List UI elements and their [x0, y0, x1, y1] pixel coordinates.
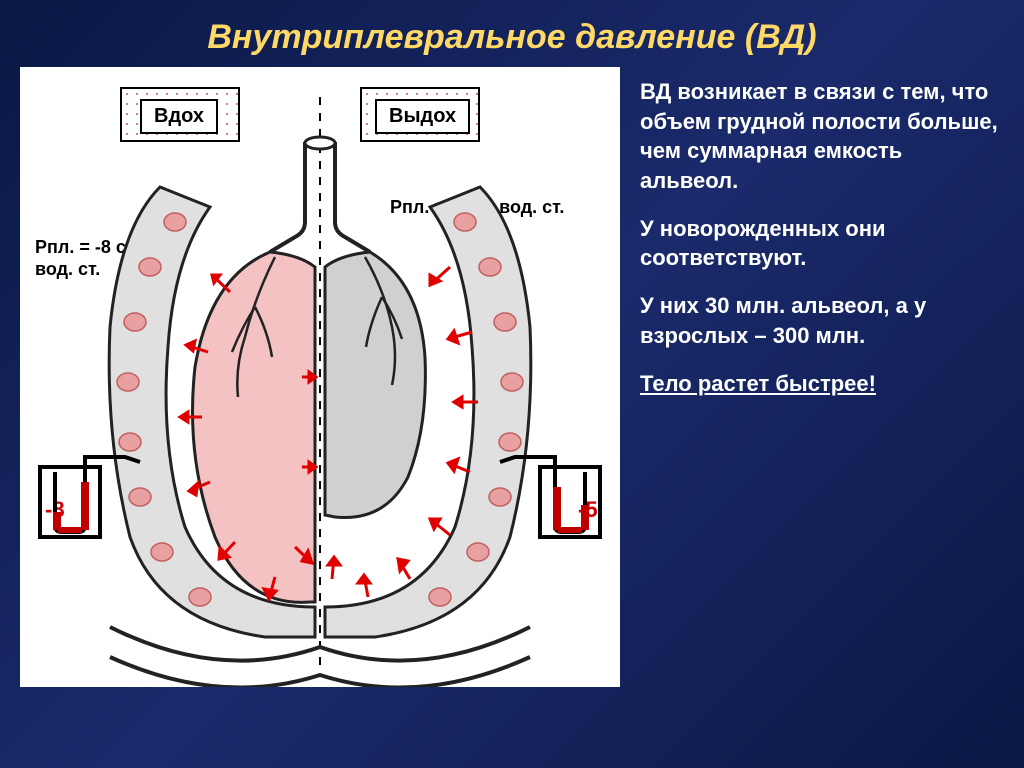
diagram: Вдох Выдох Рпл. = -8 см вод. ст. Рпл. = … [20, 67, 620, 687]
paragraph-1: ВД возникает в связи с тем, что объем гр… [640, 77, 1004, 196]
lungs-svg [20, 67, 620, 687]
paragraph-4: Тело растет быстрее! [640, 369, 1004, 399]
paragraph-2: У новорожденных они соответствуют. [640, 214, 1004, 273]
text-column: ВД возникает в связи с тем, что объем гр… [640, 67, 1004, 687]
paragraph-3: У них 30 млн. альвеол, а у взрослых – 30… [640, 291, 1004, 350]
content-row: Вдох Выдох Рпл. = -8 см вод. ст. Рпл. = … [0, 67, 1024, 687]
page-title: Внутриплевральное давление (ВД) [0, 0, 1024, 67]
